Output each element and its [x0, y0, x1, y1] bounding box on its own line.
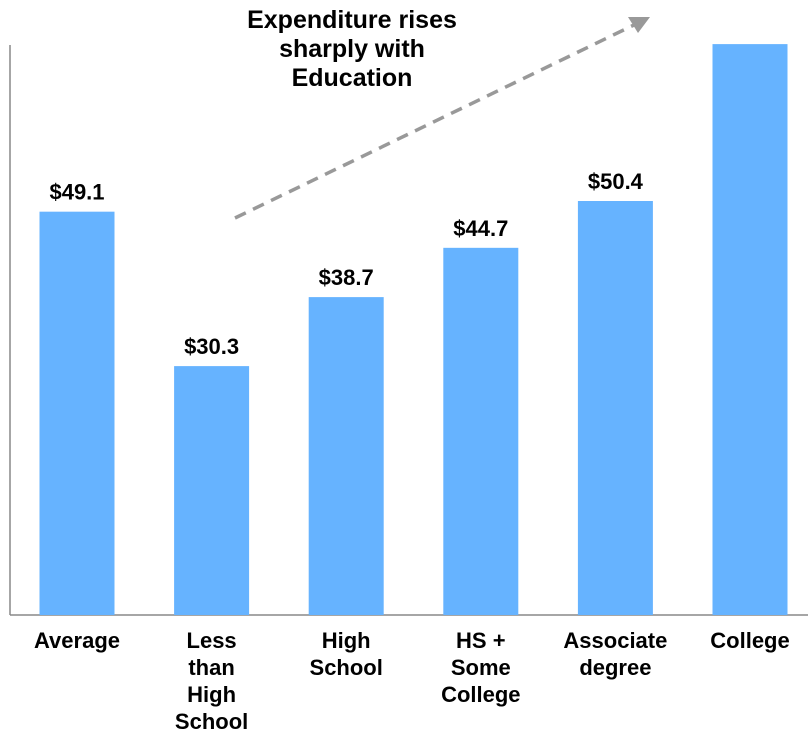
value-label: $38.7 [319, 265, 374, 290]
value-label: $50.4 [588, 169, 644, 194]
value-label: $30.3 [184, 334, 239, 359]
bar [308, 297, 384, 615]
value-label: $49.1 [49, 180, 104, 205]
bar [577, 201, 653, 615]
x-tick-label: Less than High School [174, 628, 249, 733]
value-label: $44.7 [453, 216, 508, 241]
bar [39, 211, 115, 615]
x-tick-label: Associate degree [563, 628, 668, 680]
x-tick-label: College [710, 628, 790, 653]
bar [174, 366, 250, 615]
annotation: Expenditure rises sharply with Education [247, 6, 457, 92]
x-tick-label: High School [309, 628, 383, 680]
bar [443, 247, 519, 616]
bar [712, 44, 788, 616]
arrow-head [628, 17, 650, 33]
x-tick-label: HS + Some College [441, 628, 521, 707]
x-tick-label: Average [33, 628, 120, 653]
trend-arrow [234, 22, 637, 220]
